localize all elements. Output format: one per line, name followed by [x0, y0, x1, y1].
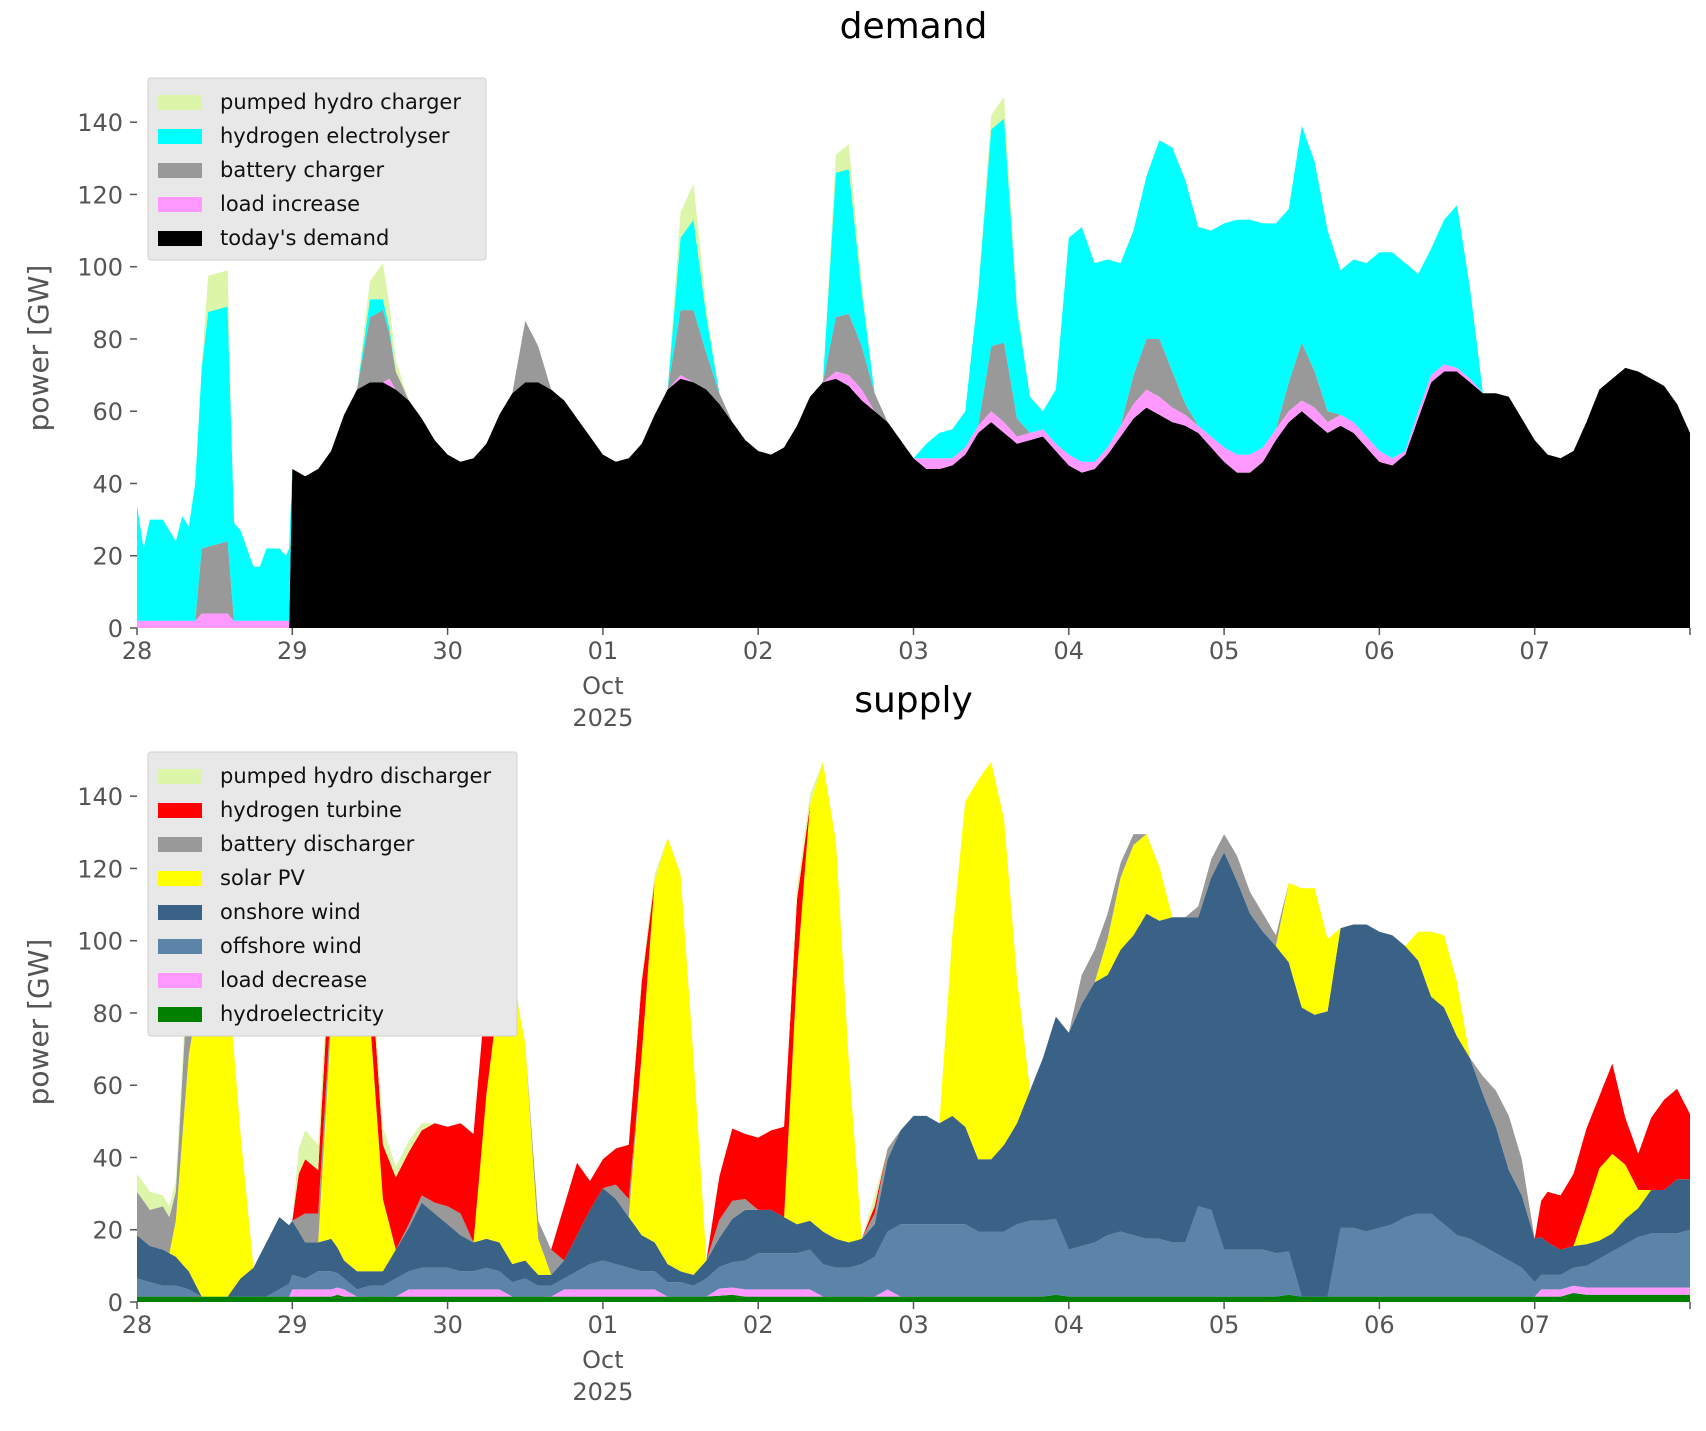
- legend-label-offshore-wind: offshore wind: [220, 934, 362, 958]
- x-tick-label: 06: [1364, 637, 1395, 665]
- x-tick-label: 07: [1519, 1311, 1550, 1339]
- y-tick-label: 20: [92, 543, 123, 571]
- y-tick-label: 140: [77, 109, 123, 137]
- legend-swatch-battery-discharger: [158, 837, 202, 852]
- legend-swatch-hydrogen-electrolyser: [158, 129, 202, 144]
- chart-title: supply: [854, 680, 973, 721]
- legend-label-pumped-hydro-discharger: pumped hydro discharger: [220, 764, 491, 788]
- y-axis-label: power [GW]: [22, 939, 55, 1106]
- legend-swatch-pumped-hydro-discharger: [158, 769, 202, 784]
- x-tick-label: 29: [277, 1311, 308, 1339]
- y-tick-label: 40: [92, 1144, 123, 1172]
- legend-label-hydroelectricity: hydroelectricity: [220, 1002, 384, 1026]
- x-tick-label: 29: [277, 637, 308, 665]
- x-tick-label: 03: [898, 637, 929, 665]
- legend-swatch-offshore-wind: [158, 939, 202, 954]
- y-ticks: 0 20 40 60 80 100 120 140: [77, 109, 137, 643]
- y-ticks: 0 20 40 60 80 100 120 140: [77, 783, 137, 1317]
- legend-label-load-decrease: load decrease: [220, 968, 367, 992]
- x-month-label: Oct: [582, 672, 624, 700]
- legend: pumped hydro charger hydrogen electrolyse…: [147, 77, 487, 261]
- legend-label-hydrogen-electrolyser: hydrogen electrolyser: [220, 124, 450, 148]
- y-tick-label: 120: [77, 181, 123, 209]
- area-onshore-wind: [137, 852, 1690, 1297]
- area-battery-charger: [137, 310, 1690, 621]
- legend-swatch-pumped-hydro-charger: [158, 95, 202, 110]
- y-tick-label: 140: [77, 783, 123, 811]
- y-tick-label: 40: [92, 470, 123, 498]
- x-tick-label: 01: [588, 1311, 619, 1339]
- x-tick-label: 03: [898, 1311, 929, 1339]
- x-tick-label: 01: [588, 637, 619, 665]
- x-ticks: 28 29 30 01 02 03 04 05 06 07 Oct 2025: [122, 1302, 1691, 1406]
- y-tick-label: 80: [92, 326, 123, 354]
- area-load-decrease: [137, 1285, 1690, 1297]
- y-tick-label: 60: [92, 398, 123, 426]
- x-year-label: 2025: [572, 704, 633, 732]
- legend-label-pumped-hydro-charger: pumped hydro charger: [220, 90, 461, 114]
- x-tick-label: 02: [743, 1311, 774, 1339]
- x-tick-label: 30: [432, 1311, 463, 1339]
- x-tick-label: 05: [1209, 1311, 1240, 1339]
- legend-swatch-load-increase: [158, 197, 202, 212]
- y-tick-label: 20: [92, 1217, 123, 1245]
- x-tick-label: 07: [1519, 637, 1550, 665]
- legend-label-onshore-wind: onshore wind: [220, 900, 361, 924]
- area-layers: [137, 96, 1690, 628]
- legend-box: [147, 751, 518, 1037]
- legend-swatch-today-s-demand: [158, 231, 202, 246]
- y-tick-label: 60: [92, 1072, 123, 1100]
- x-tick-label: 06: [1364, 1311, 1395, 1339]
- legend-label-solar-pv: solar PV: [220, 866, 305, 890]
- legend-label-load-increase: load increase: [220, 192, 360, 216]
- area-layers: [137, 761, 1690, 1302]
- x-tick-label: 28: [122, 1311, 153, 1339]
- chart-title: demand: [840, 6, 988, 47]
- y-tick-label: 120: [77, 855, 123, 883]
- legend-swatch-hydrogen-turbine: [158, 803, 202, 818]
- y-axis-label: power [GW]: [22, 265, 55, 432]
- legend-swatch-solar-pv: [158, 871, 202, 886]
- legend-box: [147, 77, 487, 261]
- legend-label-battery-discharger: battery discharger: [220, 832, 415, 856]
- x-ticks: 28 29 30 01 02 03 04 05 06 07 Oct 2025: [122, 628, 1691, 732]
- area-hydroelectricity: [137, 1293, 1690, 1302]
- legend-swatch-hydroelectricity: [158, 1007, 202, 1022]
- x-tick-label: 04: [1054, 1311, 1085, 1339]
- x-tick-label: 02: [743, 637, 774, 665]
- legend-swatch-onshore-wind: [158, 905, 202, 920]
- legend: pumped hydro discharger hydrogen turbine b…: [147, 751, 518, 1037]
- y-tick-label: 0: [108, 615, 123, 643]
- y-tick-label: 0: [108, 1289, 123, 1317]
- area-today-s-demand: [137, 367, 1690, 628]
- legend-label-today-s-demand: today's demand: [220, 226, 389, 250]
- x-tick-label: 28: [122, 637, 153, 665]
- legend-swatch-battery-charger: [158, 163, 202, 178]
- y-tick-label: 100: [77, 928, 123, 956]
- x-year-label: 2025: [572, 1378, 633, 1406]
- area-hydrogen-electrolyser: [137, 118, 1690, 621]
- area-solar-pv: [137, 761, 1690, 1297]
- area-offshore-wind: [137, 1206, 1690, 1297]
- y-tick-label: 80: [92, 1000, 123, 1028]
- x-tick-label: 04: [1054, 637, 1085, 665]
- y-tick-label: 100: [77, 254, 123, 282]
- legend-label-hydrogen-turbine: hydrogen turbine: [220, 798, 402, 822]
- x-month-label: Oct: [582, 1346, 624, 1374]
- x-tick-label: 05: [1209, 637, 1240, 665]
- legend-label-battery-charger: battery charger: [220, 158, 385, 182]
- x-tick-label: 30: [432, 637, 463, 665]
- legend-swatch-load-decrease: [158, 973, 202, 988]
